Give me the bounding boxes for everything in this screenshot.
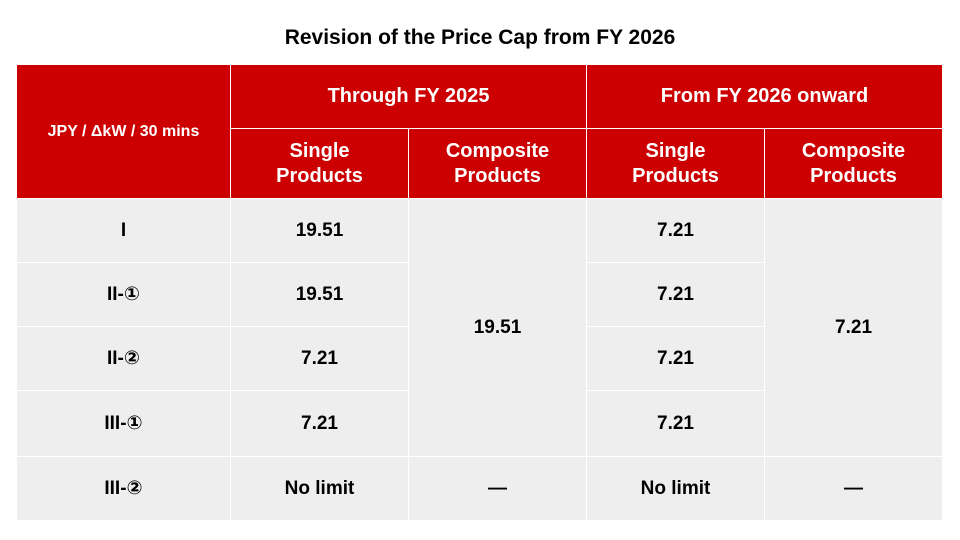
corner-header: JPY / ΔkW / 30 mins: [16, 64, 231, 199]
price-cap-table: JPY / ΔkW / 30 mins Through FY 2025 From…: [16, 64, 944, 521]
cell: 7.21: [230, 390, 409, 457]
subheader-text: Single Products: [276, 139, 363, 187]
subheader-text: Composite Products: [445, 139, 550, 187]
cell: —: [407, 456, 588, 521]
cell: 7.21: [586, 198, 766, 263]
title: Revision of the Price Cap from FY 2026: [284, 26, 676, 49]
group-header: From FY 2026 onward: [586, 64, 944, 129]
subheader-text: Composite Products: [801, 139, 906, 187]
subheader-text: Single Products: [632, 139, 719, 187]
row-label: II-②: [16, 326, 231, 391]
cell: 7.21: [586, 262, 766, 327]
subheader: Single Products: [230, 128, 409, 199]
cell: No limit: [586, 456, 766, 521]
subheader: Single Products: [586, 128, 766, 199]
cell: 7.21: [230, 326, 409, 391]
cell: —: [764, 456, 944, 521]
cell: 7.21: [586, 326, 766, 391]
row-label: II-①: [16, 262, 231, 327]
cell: 19.51: [407, 198, 588, 457]
subheader: Composite Products: [407, 128, 588, 199]
cell: 19.51: [230, 198, 409, 263]
row-label: III-①: [16, 390, 231, 457]
cell: No limit: [230, 456, 409, 521]
cell: 7.21: [764, 198, 944, 457]
row-label: I: [16, 198, 231, 263]
cell: 7.21: [586, 390, 766, 457]
subheader: Composite Products: [764, 128, 944, 199]
group-header: Through FY 2025: [229, 64, 588, 129]
cell: 19.51: [230, 262, 409, 327]
row-label: III-②: [16, 456, 231, 521]
